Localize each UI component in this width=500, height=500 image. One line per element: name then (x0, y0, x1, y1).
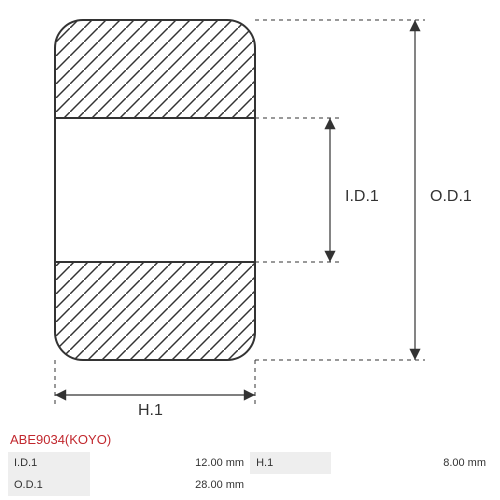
spec-label (250, 474, 331, 496)
spec-label: O.D.1 (8, 474, 90, 496)
table-row: I.D.1 12.00 mm H.1 8.00 mm (8, 452, 492, 474)
h1-label: H.1 (138, 402, 163, 420)
id1-label: I.D.1 (345, 188, 379, 206)
spec-value (331, 474, 492, 496)
spec-label: I.D.1 (8, 452, 90, 474)
part-title: ABE9034(KOYO) (10, 432, 111, 447)
spec-value: 8.00 mm (331, 452, 492, 474)
spec-table: I.D.1 12.00 mm H.1 8.00 mm O.D.1 28.00 m… (8, 452, 492, 496)
spec-value: 28.00 mm (90, 474, 251, 496)
spec-label: H.1 (250, 452, 331, 474)
table-row: O.D.1 28.00 mm (8, 474, 492, 496)
spec-value: 12.00 mm (90, 452, 251, 474)
od1-label: O.D.1 (430, 188, 472, 206)
bearing-diagram (0, 0, 500, 430)
